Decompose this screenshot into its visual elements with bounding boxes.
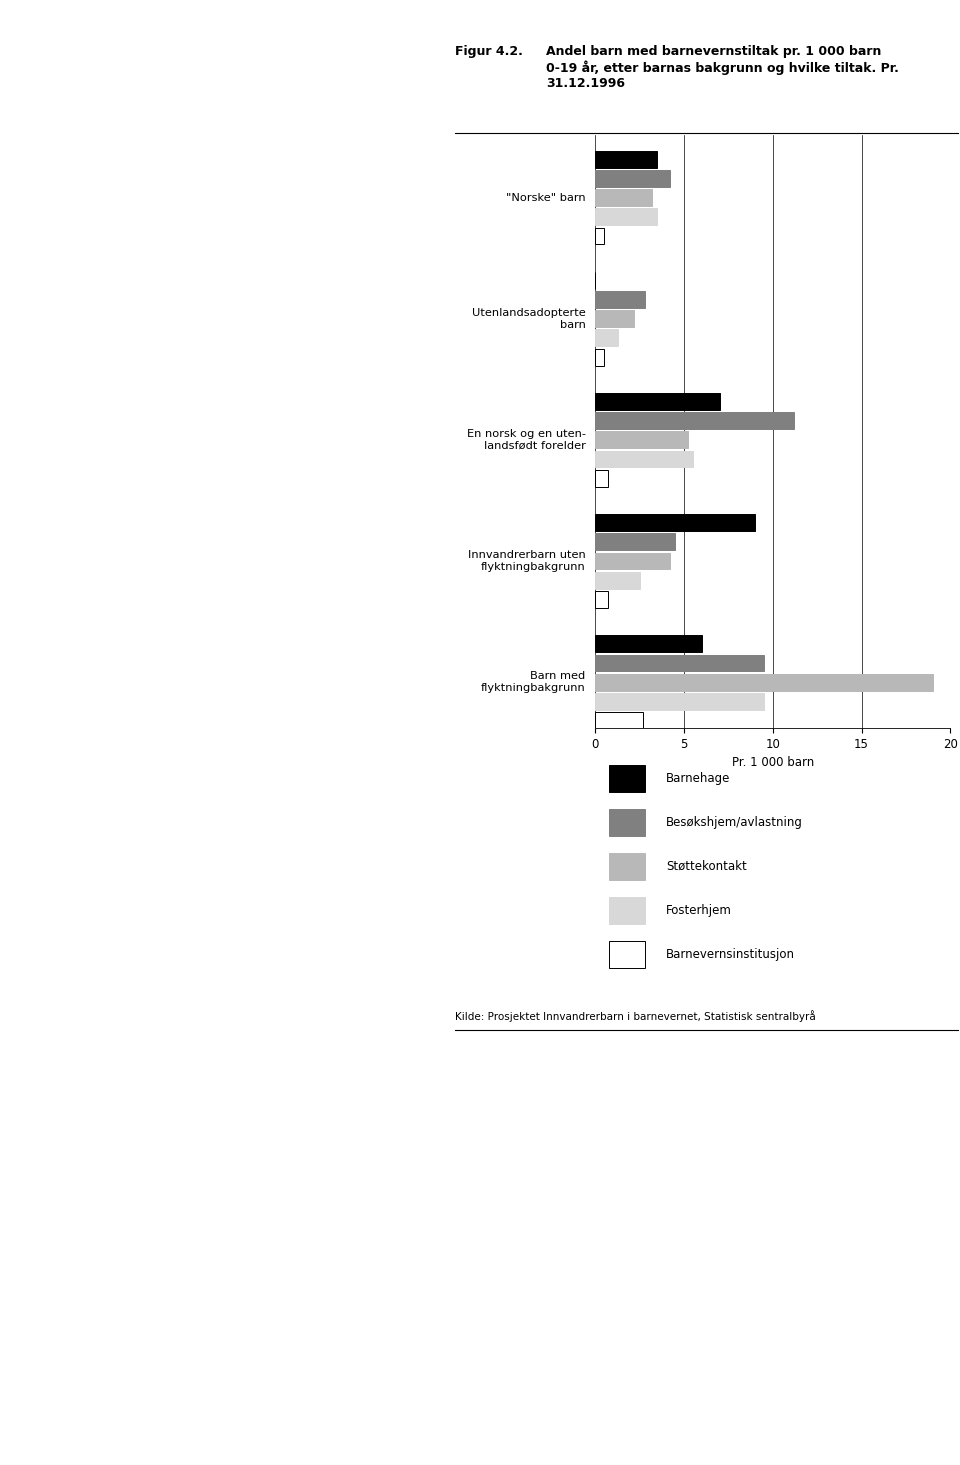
Bar: [595, 292, 645, 308]
Bar: [595, 330, 618, 346]
Bar: [595, 412, 794, 429]
Text: En norsk og en uten-
landsfødt forelder: En norsk og en uten- landsfødt forelder: [467, 429, 586, 451]
Text: Andel barn med barnevernstiltak pr. 1 000 barn
0-19 år, etter barnas bakgrunn og: Andel barn med barnevernstiltak pr. 1 00…: [546, 45, 900, 89]
Bar: [595, 227, 604, 245]
Bar: [595, 311, 635, 327]
Bar: [595, 170, 670, 188]
Bar: [595, 151, 658, 167]
Bar: [595, 393, 720, 410]
Bar: [595, 431, 687, 448]
Bar: [595, 655, 764, 671]
Bar: [595, 552, 670, 570]
Bar: [595, 590, 608, 608]
Text: Kilde: Prosjektet Innvandrerbarn i barnevernet, Statistisk sentralbyrå: Kilde: Prosjektet Innvandrerbarn i barne…: [455, 1009, 816, 1023]
Bar: [595, 208, 658, 226]
Bar: [595, 533, 675, 551]
Text: Støttekontakt: Støttekontakt: [666, 860, 747, 873]
Text: Barnevernsinstitusjon: Barnevernsinstitusjon: [666, 948, 795, 961]
Text: Barn med
flyktningbakgrunn: Barn med flyktningbakgrunn: [481, 671, 586, 693]
Bar: [595, 451, 693, 467]
Text: Utenlandsadopterte
barn: Utenlandsadopterte barn: [472, 308, 586, 330]
Bar: [595, 674, 932, 690]
Bar: [595, 571, 639, 589]
X-axis label: Pr. 1 000 barn: Pr. 1 000 barn: [732, 756, 814, 769]
Bar: [595, 470, 608, 486]
Bar: [595, 349, 604, 365]
Text: Innvandrerbarn uten
flyktningbakgrunn: Innvandrerbarn uten flyktningbakgrunn: [468, 551, 586, 571]
Bar: [595, 712, 643, 730]
Bar: [595, 693, 764, 709]
Text: Fosterhjem: Fosterhjem: [666, 904, 732, 917]
Bar: [595, 636, 702, 652]
Bar: [595, 514, 755, 532]
Text: Barnehage: Barnehage: [666, 772, 731, 785]
Text: Figur 4.2.: Figur 4.2.: [455, 45, 523, 59]
Text: "Norske" barn: "Norske" barn: [506, 192, 586, 202]
Text: Besøkshjem/avlastning: Besøkshjem/avlastning: [666, 816, 804, 829]
Bar: [595, 189, 652, 207]
